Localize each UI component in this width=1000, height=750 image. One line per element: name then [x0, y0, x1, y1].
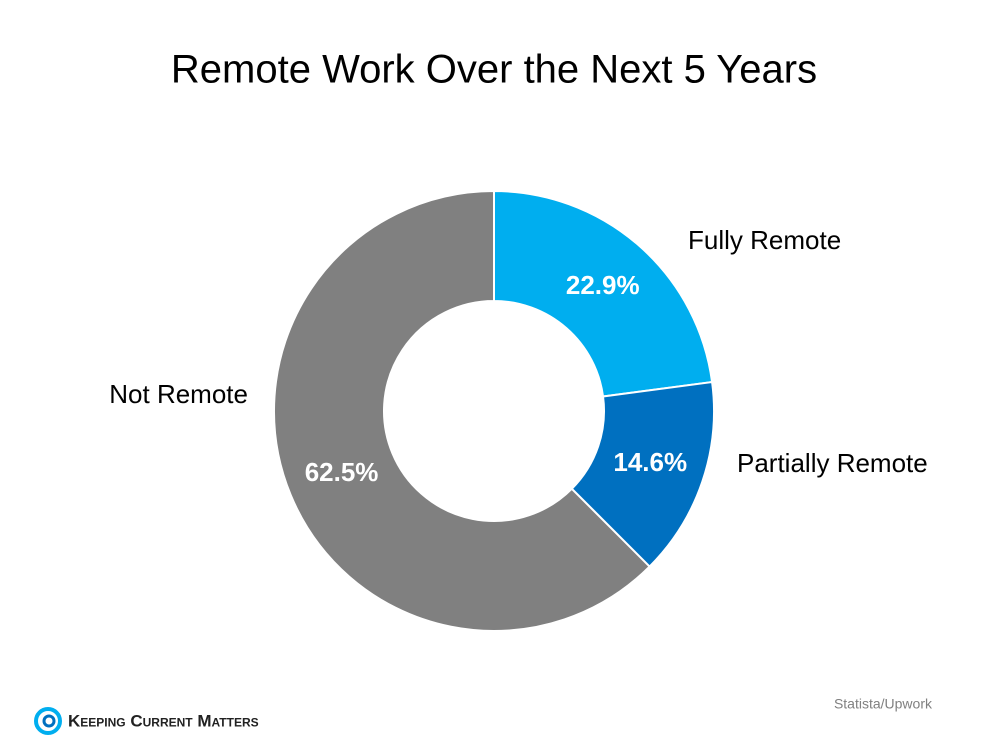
- source: Statista/Upwork: [834, 696, 933, 712]
- slice: [493, 189, 714, 398]
- brand: Keeping Current Matters: [68, 711, 259, 730]
- logo: Keeping Current Matters: [34, 707, 259, 735]
- category-label: Not Remote: [109, 379, 248, 409]
- slice: [272, 189, 651, 632]
- category-label: Fully Remote: [688, 225, 841, 255]
- logo-icon: [34, 707, 62, 735]
- slice: [570, 380, 715, 568]
- value-label: 22.9%: [566, 270, 640, 300]
- chart-title: Remote Work Over the Next 5 Years: [171, 48, 817, 92]
- logo-icon-inner: [42, 714, 56, 728]
- category-label: Partially Remote: [737, 448, 928, 478]
- value-label: 62.5%: [305, 457, 379, 487]
- value-label: 14.6%: [613, 447, 687, 477]
